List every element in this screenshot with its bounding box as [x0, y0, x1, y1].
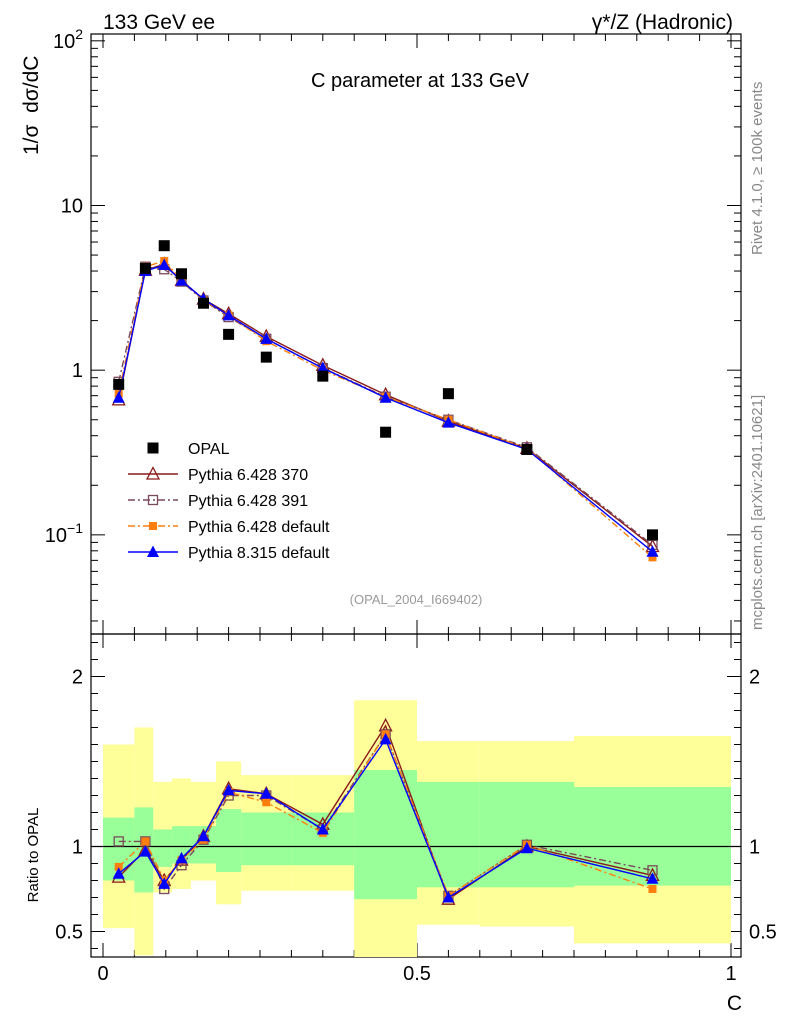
ratio-series-3-point-6: [260, 787, 273, 799]
green-band-11: [574, 787, 731, 886]
legend-label-2: Pythia 6.428 391: [188, 493, 308, 510]
main-series-4-point-0: [112, 391, 125, 403]
ratio-series-3-line: [118, 737, 653, 899]
main-title: C parameter at 133 GeV: [311, 70, 530, 92]
xtick-label: 1: [725, 963, 736, 985]
ratio-series-3-point-0: [112, 867, 125, 879]
green-band-2: [153, 829, 173, 867]
green-band-7: [291, 812, 355, 866]
legend-marker-2: [147, 494, 159, 506]
main-series-4-point-7: [316, 361, 329, 374]
legend-marker-4: [147, 545, 159, 557]
main-series-4-point-6: [260, 332, 273, 344]
main-series-0-point-11: [647, 529, 658, 541]
ratio-series-0-line: [118, 724, 653, 901]
green-band-9: [417, 781, 480, 888]
main-series-4-point-8: [379, 391, 392, 403]
legend: OPAL Pythia 6.428 370 Pythia 6.428 391 Pyth…: [128, 441, 330, 562]
tick-exp: 2: [75, 26, 83, 42]
ratio-ytick-label: 2: [72, 667, 83, 689]
ratio-series-3-point-5: [222, 783, 235, 796]
main-series-4-point-5: [222, 308, 235, 321]
source-label: mcplots.cern.ch [arXiv:2401.10621]: [749, 395, 766, 630]
green-band-5: [216, 809, 242, 872]
ratio-ytick-label-right: 2: [749, 667, 760, 689]
main-series-4-point-11: [646, 545, 659, 557]
legend-label-4: Pythia 8.315 default: [188, 545, 330, 562]
header-right: γ*/Z (Hadronic): [592, 11, 733, 34]
legend-label-1: Pythia 6.428 370: [188, 467, 308, 484]
main-series-0-point-10: [521, 443, 533, 455]
main-series-4-point-2: [158, 258, 171, 271]
main-series-0-point-4: [197, 297, 209, 309]
ratio-series-3-point-10: [520, 841, 533, 854]
ratio-series-3-point-4: [197, 829, 210, 842]
main-series-0-point-9: [442, 388, 454, 400]
ratio-series-2-point-6: [262, 798, 271, 807]
main-series-4-point-3: [175, 274, 188, 286]
main-series-0-point-2: [158, 240, 170, 252]
x-axis-label: C: [727, 992, 742, 1015]
xtick-label: 0: [97, 963, 108, 985]
main-series-0-point-7: [317, 370, 329, 382]
green-band-6: [241, 812, 292, 866]
ratio-series-2-point-11: [648, 885, 657, 893]
main-series-0-point-0: [113, 378, 125, 390]
tick-base: 10: [45, 525, 67, 547]
main-y-axis-label: 1/σ dσ/dC: [20, 56, 43, 155]
ratio-series-3-point-7: [316, 823, 329, 835]
header-left: 133 GeV ee: [103, 11, 215, 34]
ratio-ytick-label-right: 1: [749, 837, 760, 859]
ratio-series-3-point-3: [175, 851, 188, 864]
main-ytick-label: 10: [61, 195, 83, 217]
ratio-series-2-line: [118, 732, 653, 897]
main-series-4-point-9: [442, 416, 455, 428]
main-plot: [111, 240, 660, 562]
ratio-series-2-point-0: [114, 862, 123, 871]
rivet-label: Rivet 4.1.0, ≥ 100k events: [749, 82, 766, 255]
main-ytick-label: 10−1: [45, 520, 83, 547]
ratio-series-3-point-2: [158, 877, 171, 889]
legend-marker-1: [145, 466, 161, 480]
ratio-ytick-label-right: 0.5: [749, 922, 777, 944]
main-ytick-label: 1: [72, 360, 83, 382]
legend-label-3: Pythia 6.428 default: [188, 519, 330, 536]
ratio-series-2-point-1: [141, 837, 150, 846]
ratio-ytick-label: 1: [72, 837, 83, 859]
ratio-series-1-line: [118, 732, 653, 897]
tick-base: 10: [53, 31, 75, 53]
legend-marker-0: [147, 442, 159, 454]
legend-label-0: OPAL: [188, 441, 230, 458]
tick-exp: −1: [67, 520, 83, 536]
main-ytick-label: 102: [53, 26, 83, 53]
ratio-series-3-point-1: [139, 845, 152, 857]
ratio-plot: [91, 700, 741, 957]
xtick-label: 0.5: [403, 963, 431, 985]
legend-marker-3: [149, 522, 157, 530]
main-series-0-point-1: [139, 262, 151, 274]
main-series-0-point-3: [176, 268, 187, 280]
ratio-series-3-point-8: [379, 732, 392, 745]
main-series-0-point-5: [223, 328, 235, 340]
main-series-3-point-11: [648, 553, 657, 562]
analysis-tag: (OPAL_2004_I669402): [350, 592, 483, 607]
ratio-series-3-point-11: [646, 872, 659, 884]
main-series-0-point-6: [260, 351, 272, 363]
green-band-10: [479, 781, 574, 888]
ratio-y-axis-label: Ratio to OPAL: [25, 808, 42, 903]
ratio-series-3-point-9: [442, 891, 455, 903]
main-series-0-point-8: [380, 426, 392, 438]
ratio-ytick-label: 0.5: [55, 922, 83, 944]
ratio-series-1-point-0: [113, 836, 124, 847]
